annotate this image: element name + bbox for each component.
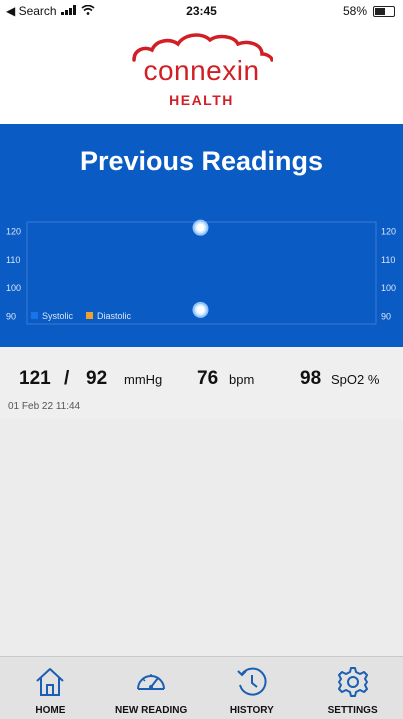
back-to-search-link[interactable]: ◀ Search bbox=[6, 4, 57, 18]
y-tick-right: 100 bbox=[381, 283, 396, 293]
legend-label-systolic: Systolic bbox=[42, 311, 74, 321]
readings-list-area bbox=[0, 419, 403, 656]
gauge-icon bbox=[137, 674, 166, 690]
page-title: Previous Readings bbox=[79, 146, 324, 176]
history-icon bbox=[237, 667, 267, 696]
y-tick-right: 120 bbox=[381, 227, 396, 237]
brand-name: connexin bbox=[143, 55, 260, 86]
diastolic-value: 92 bbox=[86, 368, 108, 389]
bp-separator: / bbox=[64, 368, 70, 389]
nav-history[interactable]: HISTORY bbox=[202, 657, 303, 719]
nav-new-reading[interactable]: NEW READING bbox=[101, 657, 202, 719]
nav-new-reading-label: NEW READING bbox=[115, 705, 188, 716]
nav-home[interactable]: HOME bbox=[0, 657, 101, 719]
nav-settings[interactable]: SETTINGS bbox=[302, 657, 403, 719]
previous-readings-panel: Previous Readings 120 110 100 90 120 110 100 90… bbox=[0, 124, 403, 347]
nav-settings-label: SETTINGS bbox=[327, 705, 378, 716]
battery-icon bbox=[373, 5, 395, 17]
nav-home-label: HOME bbox=[35, 705, 66, 716]
status-right: 58% bbox=[343, 4, 395, 18]
battery-fill bbox=[375, 7, 386, 15]
gear-icon bbox=[337, 667, 368, 697]
systolic-value: 121 bbox=[19, 368, 51, 389]
latest-reading-row[interactable]: 121 / 92 mmHg 76 bpm 98 SpO2 % 01 Feb 22… bbox=[0, 347, 403, 419]
pulse-unit: bpm bbox=[229, 372, 255, 387]
app-header: connexin HEALTH bbox=[0, 22, 403, 124]
wifi-icon bbox=[81, 4, 95, 18]
readings-chart: 120 110 100 90 120 110 100 90 Systolic Diastolic bbox=[6, 219, 396, 325]
y-tick-left: 100 bbox=[6, 283, 21, 293]
status-bar: ◀ Search 23:45 58% bbox=[0, 0, 403, 22]
spo2-value: 98 bbox=[300, 368, 322, 389]
legend-swatch-systolic bbox=[31, 312, 38, 319]
status-time: 23:45 bbox=[186, 4, 217, 18]
legend-swatch-diastolic bbox=[86, 312, 93, 319]
battery-percent: 58% bbox=[342, 4, 367, 18]
y-tick-right: 90 bbox=[381, 312, 391, 322]
cloud-logo-icon bbox=[132, 33, 273, 62]
brand-subtitle: HEALTH bbox=[169, 92, 234, 108]
y-tick-left: 110 bbox=[6, 255, 20, 265]
home-icon bbox=[36, 668, 65, 696]
signal-icon bbox=[60, 4, 77, 18]
y-tick-left: 120 bbox=[6, 227, 21, 237]
data-point-core-diastolic bbox=[196, 305, 205, 314]
spo2-unit: SpO2 % bbox=[331, 372, 380, 387]
status-left: ◀ Search bbox=[6, 4, 95, 18]
data-point-core-systolic bbox=[196, 223, 205, 232]
y-tick-right: 110 bbox=[381, 255, 395, 265]
nav-history-label: HISTORY bbox=[229, 705, 274, 716]
bottom-nav: HOME NEW READING HISTORY SETTINGS bbox=[0, 656, 403, 719]
pulse-value: 76 bbox=[197, 368, 219, 389]
y-tick-left: 90 bbox=[6, 312, 16, 322]
bp-unit: mmHg bbox=[124, 372, 163, 387]
reading-timestamp: 01 Feb 22 11:44 bbox=[8, 401, 81, 412]
legend-label-diastolic: Diastolic bbox=[97, 311, 132, 321]
